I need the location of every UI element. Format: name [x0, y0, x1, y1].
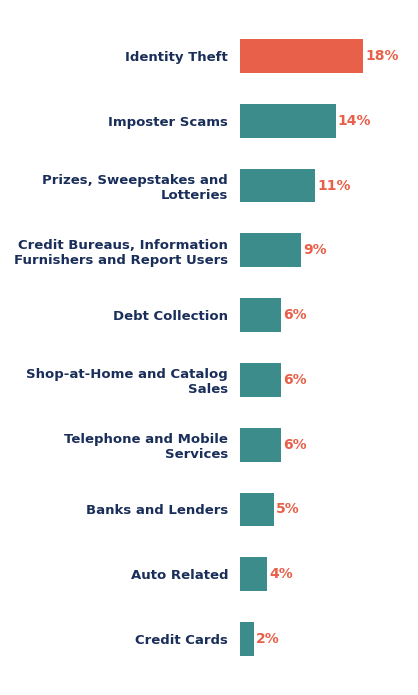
Bar: [240, 298, 281, 332]
Bar: [240, 104, 336, 138]
Bar: [240, 234, 301, 267]
Text: 18%: 18%: [365, 49, 399, 63]
Text: 6%: 6%: [283, 308, 306, 322]
Bar: [240, 39, 363, 73]
Text: 11%: 11%: [317, 179, 351, 193]
Text: 2%: 2%: [255, 632, 279, 646]
Bar: [240, 622, 253, 656]
Bar: [240, 363, 281, 397]
Bar: [240, 428, 281, 461]
Bar: [240, 169, 315, 202]
Text: 4%: 4%: [269, 567, 293, 581]
Text: 6%: 6%: [283, 373, 306, 387]
Text: 14%: 14%: [338, 114, 371, 128]
Text: 5%: 5%: [276, 502, 300, 516]
Bar: [240, 493, 274, 526]
Text: 9%: 9%: [303, 243, 327, 257]
Text: 6%: 6%: [283, 438, 306, 452]
Bar: [240, 557, 267, 591]
